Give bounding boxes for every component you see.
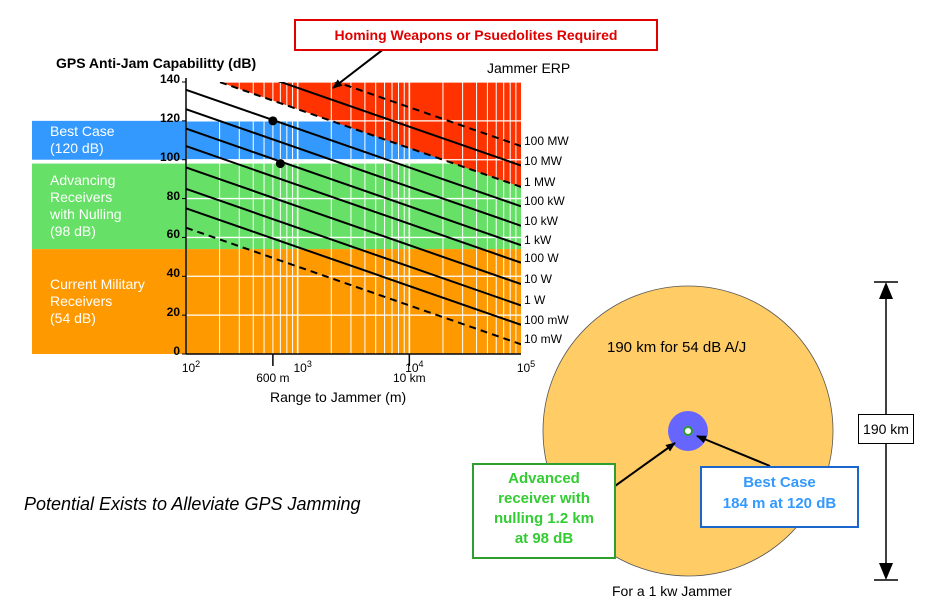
- erp-label: 10 MW: [524, 153, 563, 168]
- series-line-4: [186, 108, 521, 227]
- circle-caption: For a 1 kw Jammer: [612, 583, 732, 599]
- homing-callout: Homing Weapons or Psuedolites Required: [294, 19, 658, 51]
- band-label-1: Advancing Receivers with Nulling (98 dB): [50, 172, 122, 240]
- best-case-value: 184 m at 120 dB: [722, 495, 837, 512]
- y-tick-label: 140: [159, 72, 180, 86]
- y-tick-label: 60: [166, 227, 180, 242]
- best-arrow: [696, 435, 771, 467]
- band-label-0: Best Case (120 dB): [50, 123, 115, 157]
- red-region: [186, 82, 521, 187]
- best-case-callout: Best Case 184 m at 120 dB: [700, 466, 859, 528]
- erp-label: 10 W: [524, 272, 553, 287]
- y-tick-label: 100: [159, 149, 180, 164]
- erp-label: 1 W: [524, 293, 546, 308]
- band-label-2: Current Military Receivers (54 dB): [50, 276, 145, 327]
- erp-label: 1 kW: [524, 233, 552, 248]
- y-tick-label: 40: [166, 266, 180, 281]
- x-tick-label: 104: [405, 359, 424, 375]
- x-axis-label: Range to Jammer (m): [270, 389, 407, 405]
- series-line-9: [186, 207, 521, 326]
- x-tick-label: 105: [516, 359, 536, 375]
- homing-arrow: [332, 47, 386, 89]
- x-tick-label: 102: [181, 359, 201, 375]
- dimension-arrow-bottom: [879, 563, 893, 580]
- best-case-title: Best Case: [743, 474, 816, 491]
- erp-label: 10 mW: [524, 332, 563, 347]
- series-line-1: [277, 82, 521, 167]
- y-tick-label: 0: [173, 344, 180, 358]
- outer-circle-label: 190 km for 54 dB A/J: [607, 339, 747, 356]
- series-line-7: [186, 166, 521, 286]
- chart-title: GPS Anti-Jam Capabilitty (dB): [56, 55, 257, 71]
- series-line-6: [186, 145, 521, 264]
- erp-label: 10 kW: [524, 213, 559, 228]
- x-tick-label: 103: [293, 359, 312, 375]
- y-tick-label: 120: [159, 110, 180, 125]
- advanced-receiver-callout: Advanced receiver with nulling 1.2 km at…: [472, 463, 616, 559]
- x-annotation-label: 600 m: [256, 371, 290, 385]
- series-line-5: [186, 127, 521, 247]
- erp-label: 100 W: [524, 250, 559, 265]
- data-point-1: [275, 159, 285, 169]
- erp-label: 100 kW: [524, 194, 565, 209]
- series-line-3: [186, 88, 521, 208]
- y-tick-label: 20: [166, 305, 180, 320]
- band-2: [32, 249, 521, 354]
- erp-label: 1 MW: [524, 174, 556, 189]
- erp-label: 100 MW: [524, 134, 569, 149]
- inner-circle: [683, 426, 693, 436]
- dimension-label: 190 km: [858, 414, 914, 444]
- y-tick-label: 80: [166, 188, 180, 203]
- tagline: Potential Exists to Alleviate GPS Jammin…: [24, 494, 361, 514]
- legend-title: Jammer ERP: [487, 60, 571, 76]
- x-annotation-label: 10 km: [392, 371, 426, 385]
- erp-label: 100 mW: [524, 312, 569, 327]
- series-line-8: [186, 187, 521, 307]
- dimension-arrow-top: [879, 282, 893, 299]
- data-point-0: [268, 116, 278, 126]
- advanced-arrow: [614, 442, 676, 487]
- white-wedge: [186, 82, 332, 121]
